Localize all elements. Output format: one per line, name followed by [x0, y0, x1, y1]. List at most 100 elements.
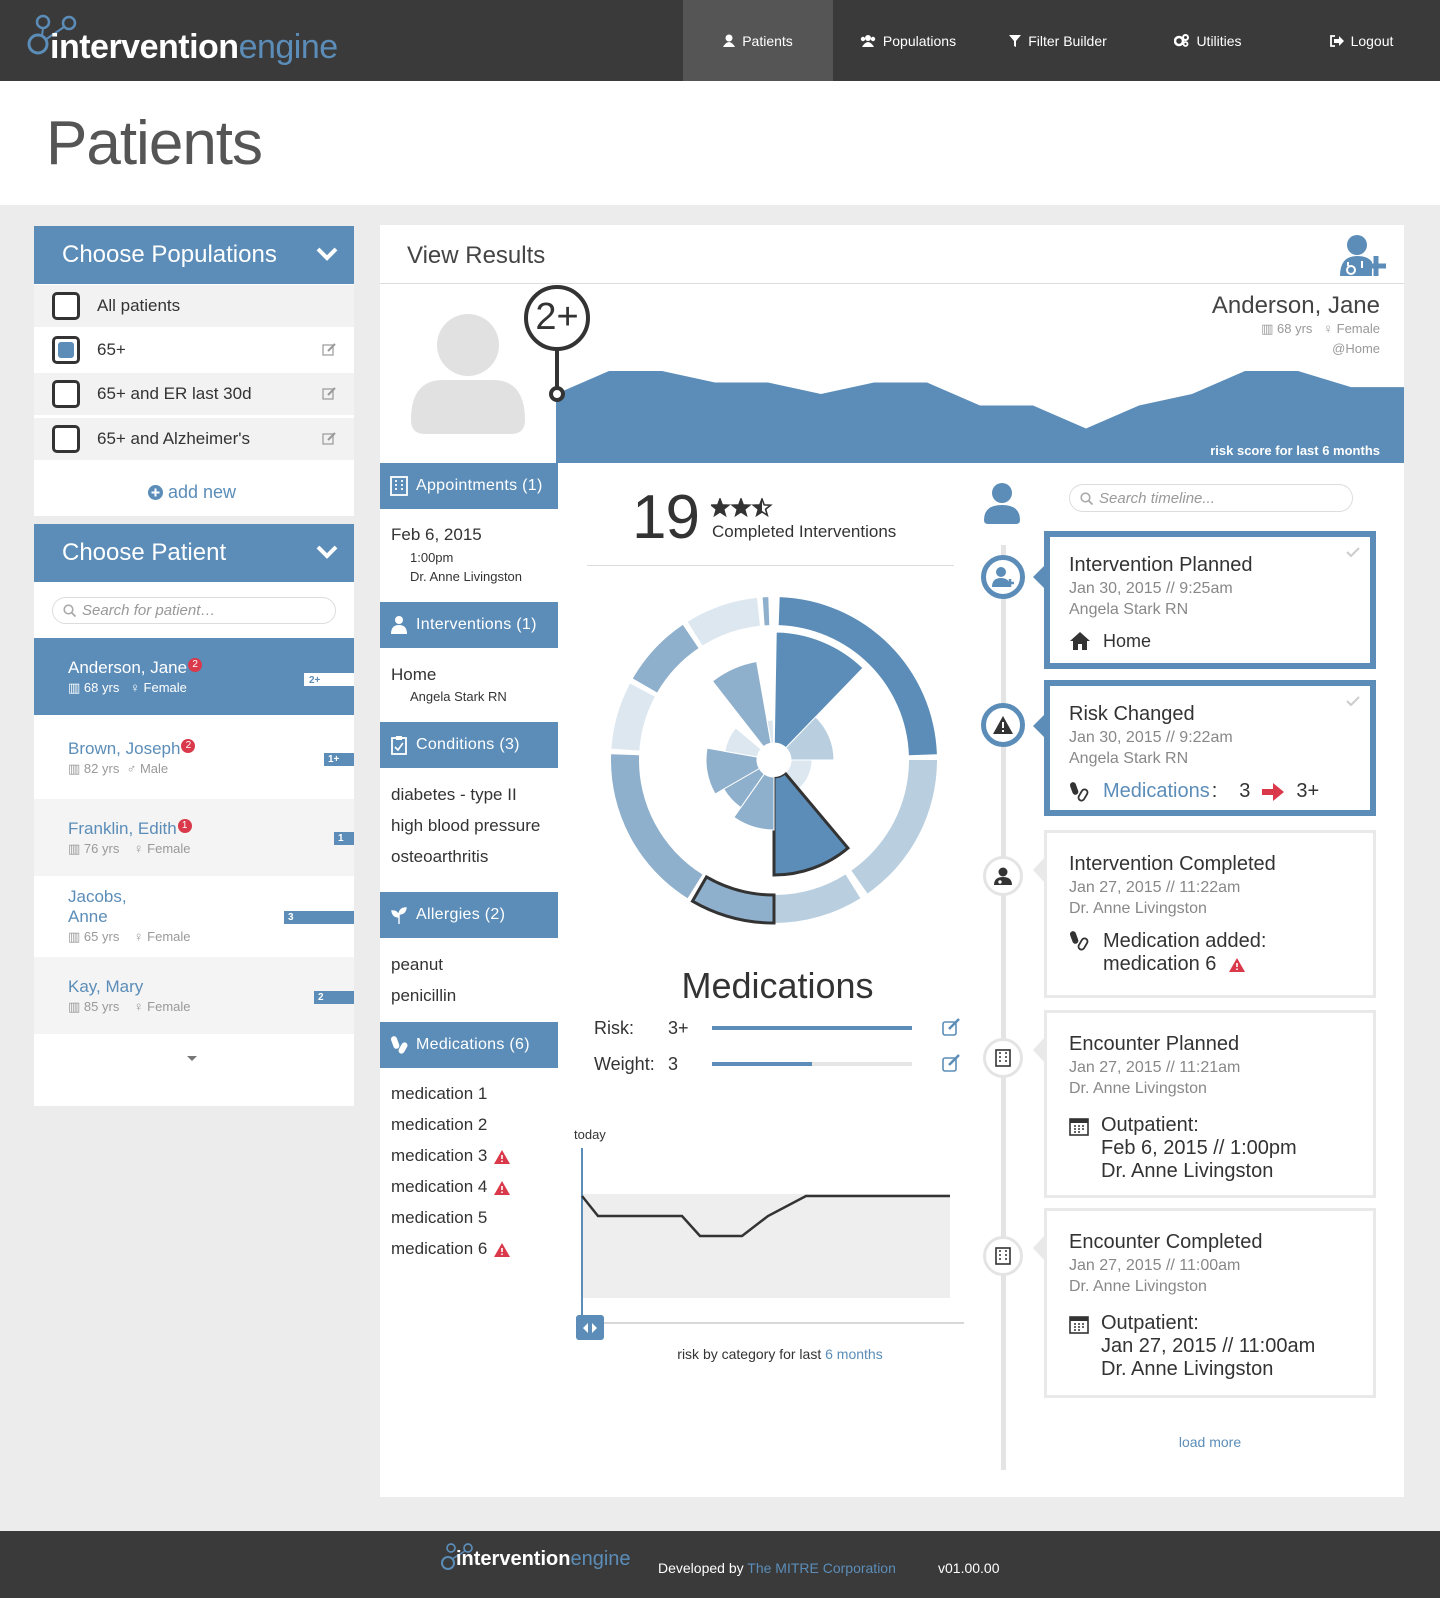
- timeline-event[interactable]: Intervention Completed Jan 27, 2015 // 1…: [1033, 830, 1376, 998]
- population-checkbox[interactable]: [52, 292, 80, 320]
- logo-main: intervention: [456, 1548, 571, 1570]
- alert-badge: 2: [188, 658, 203, 672]
- age-icon: ▥: [68, 841, 81, 856]
- patient-age: 65 yrs: [83, 929, 120, 944]
- search-icon: [1080, 491, 1093, 505]
- timeline-event[interactable]: Intervention Planned Jan 30, 2015 // 9:2…: [1033, 531, 1376, 669]
- patient-row[interactable]: Brown, Joseph 2 ▥ 82 yrs ♂ Male 1+: [34, 719, 354, 796]
- populations-header[interactable]: Choose Populations: [34, 226, 354, 284]
- population-label: All patients: [97, 296, 181, 315]
- leaf-icon: [391, 907, 407, 924]
- risk-value: 3+: [668, 1018, 689, 1038]
- population-checkbox[interactable]: [52, 425, 80, 453]
- months-link[interactable]: 6 months: [825, 1346, 883, 1362]
- nav-filter-builder[interactable]: Filter Builder: [983, 0, 1133, 81]
- mitre-link[interactable]: The MITRE Corporation: [747, 1560, 896, 1576]
- patients-header[interactable]: Choose Patient: [34, 524, 354, 582]
- rose-outer-segment[interactable]: [778, 597, 937, 756]
- timeline-search[interactable]: Search timeline...: [1069, 484, 1353, 512]
- add-population-button[interactable]: add new: [148, 482, 236, 503]
- conditions-header[interactable]: Conditions (3): [380, 722, 558, 768]
- population-item[interactable]: 65+: [34, 329, 354, 371]
- rose-outer-segment[interactable]: [611, 683, 655, 751]
- patient-row-selected[interactable]: Anderson, Jane 2 ▥ 68 yrs ♀ Female 2+: [34, 638, 354, 715]
- event-title: Encounter Planned: [1069, 1033, 1240, 1055]
- allergies-header[interactable]: Allergies (2): [380, 892, 558, 938]
- patients-title: Choose Patient: [62, 539, 227, 566]
- credit-prefix: Developed by: [658, 1560, 744, 1576]
- rose-outer-segment[interactable]: [774, 874, 861, 923]
- patient-row[interactable]: Franklin, Edith 1 ▥ 76 yrs ♀ Female 1: [34, 799, 354, 876]
- add-intervention-icon[interactable]: [1338, 234, 1386, 278]
- population-item[interactable]: 65+ and ER last 30d: [34, 373, 354, 415]
- population-checkbox[interactable]: [52, 380, 80, 408]
- event-body: Outpatient:: [1101, 1312, 1199, 1334]
- edit-icon[interactable]: [942, 1018, 962, 1036]
- rose-outer-segment[interactable]: [851, 760, 937, 894]
- patient-search[interactable]: Search for patient…: [52, 597, 336, 624]
- nav-label: Utilities: [1196, 32, 1242, 49]
- check-icon[interactable]: [1346, 696, 1360, 706]
- appointment-time: 1:00pm: [410, 550, 454, 565]
- age-icon: ▥: [1261, 321, 1274, 336]
- rose-outer-segment[interactable]: [632, 624, 699, 693]
- event-body-line2: medication 6: [1103, 953, 1217, 975]
- rose-outer-segment[interactable]: [690, 874, 776, 925]
- nav-populations[interactable]: Populations: [833, 0, 983, 81]
- patient-gender: Female: [1336, 321, 1380, 336]
- rose-outer-segment[interactable]: [611, 754, 703, 899]
- weight-track: [712, 1062, 912, 1066]
- rose-outer-segment[interactable]: [762, 597, 770, 626]
- population-item[interactable]: All patients: [34, 285, 354, 327]
- check-icon[interactable]: [1346, 547, 1360, 557]
- interventions-header[interactable]: Interventions (1): [380, 602, 558, 648]
- results-title: View Results: [407, 242, 546, 269]
- caption-text: risk by category for last: [677, 1346, 822, 1362]
- caret-down-icon[interactable]: [186, 1055, 198, 1063]
- hospital-icon: [390, 476, 408, 496]
- time-slider-handle[interactable]: [576, 1315, 604, 1340]
- nav-label: Populations: [882, 32, 957, 49]
- patient-demographics: ▥ 68 yrs ♀ Female: [1080, 321, 1380, 337]
- rose-inner-segment[interactable]: [772, 770, 851, 877]
- appointments-header[interactable]: Appointments (1): [380, 463, 558, 509]
- patient-row[interactable]: Jacobs, Anne ▥ 65 yrs ♀ Female 3: [34, 878, 354, 955]
- edit-icon[interactable]: [322, 431, 336, 445]
- nav-logout[interactable]: Logout: [1283, 0, 1440, 81]
- allergy-item: penicillin: [391, 986, 457, 1005]
- edit-icon[interactable]: [942, 1054, 962, 1072]
- patient-age: 82 yrs: [83, 761, 120, 776]
- edit-icon[interactable]: [322, 386, 336, 400]
- timeline-event[interactable]: Encounter Planned Jan 27, 2015 // 11:21a…: [1033, 1010, 1376, 1198]
- patient-name: Jacobs,: [68, 887, 127, 906]
- event-body: Home: [1103, 631, 1152, 651]
- population-label: 65+: [97, 340, 126, 359]
- timeline-event[interactable]: Encounter Completed Jan 27, 2015 // 11:0…: [1033, 1208, 1376, 1398]
- event-date: Jan 30, 2015 // 9:22am: [1069, 729, 1233, 746]
- add-new-label: add new: [168, 482, 237, 502]
- medications-header[interactable]: Medications (6): [380, 1022, 558, 1068]
- patient-name: Franklin, Edith: [68, 819, 177, 838]
- rose-outer-segment[interactable]: [687, 597, 760, 646]
- event-category-link[interactable]: Medications: [1103, 780, 1210, 802]
- load-more-link[interactable]: load more: [1178, 1434, 1242, 1450]
- edit-icon[interactable]: [322, 342, 336, 356]
- medication-item: medication 6: [391, 1239, 511, 1259]
- patient-age: 76 yrs: [83, 841, 120, 856]
- patient-row[interactable]: Kay, Mary ▥ 85 yrs ♀ Female 2: [34, 957, 354, 1034]
- weight-value: 3: [668, 1054, 679, 1074]
- nurse-icon: [994, 867, 1012, 885]
- nav-utilities[interactable]: Utilities: [1133, 0, 1283, 81]
- nav-patients[interactable]: Patients: [683, 0, 833, 81]
- medication-name: medication 4: [391, 1177, 488, 1196]
- chevron-down-icon: [316, 545, 338, 559]
- population-item[interactable]: 65+ and Alzheimer's: [34, 418, 354, 460]
- gender-icon: ♂: [126, 761, 137, 776]
- patient-gender: Female: [143, 680, 187, 695]
- intervention-person: Angela Stark RN: [410, 689, 507, 704]
- risk-category-rose-chart[interactable]: [604, 590, 944, 930]
- population-checkbox[interactable]: [52, 336, 80, 364]
- timeline-event[interactable]: Risk Changed Jan 30, 2015 // 9:22am Ange…: [1033, 680, 1376, 816]
- warning-icon: [494, 1149, 511, 1164]
- event-author: Dr. Anne Livingston: [1069, 900, 1207, 917]
